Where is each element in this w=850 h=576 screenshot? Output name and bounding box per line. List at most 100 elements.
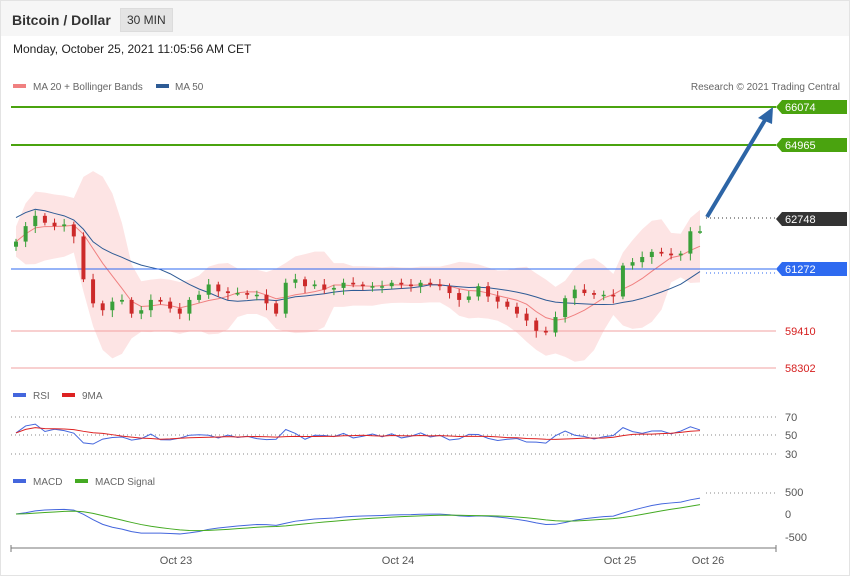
candle-body	[457, 293, 462, 300]
candle-body	[110, 301, 115, 311]
level-label-62748: 62748	[785, 214, 816, 226]
ma50-legend-swatch	[156, 84, 169, 88]
rsi-line	[15, 423, 701, 445]
candle-body	[331, 287, 336, 290]
candle-body	[322, 284, 327, 290]
candle-body	[698, 231, 702, 233]
x-tick-oct26: Oct 26	[692, 555, 724, 567]
candle-body	[534, 320, 539, 331]
candle-body	[52, 222, 57, 227]
candle-body	[119, 299, 124, 302]
candle-body	[283, 282, 288, 314]
x-tick-oct23: Oct 23	[160, 555, 192, 567]
rsi-legend-label: RSI	[33, 391, 50, 402]
ma50-line	[15, 208, 701, 306]
candle-body	[659, 251, 664, 254]
candle-body	[81, 236, 86, 280]
candle-body	[611, 294, 616, 297]
macd-signal-legend-label: MACD Signal	[95, 477, 155, 488]
candles-group	[14, 210, 702, 338]
candle-body	[447, 286, 452, 294]
macd-legend-swatch	[13, 479, 26, 483]
ma20-legend-label: MA 20 + Bollinger Bands	[33, 82, 143, 93]
chart-header: Bitcoin / Dollar 30 MIN	[1, 1, 849, 36]
candle-body	[553, 317, 558, 333]
candle-body	[563, 298, 568, 318]
candle-body	[139, 310, 144, 314]
candle-body	[428, 282, 433, 285]
candle-body	[100, 303, 105, 311]
candle-body	[678, 253, 683, 256]
candle-body	[669, 253, 674, 256]
rsi-legend-swatch	[13, 393, 26, 397]
rsi-ma-legend-label: 9MA	[82, 391, 103, 402]
candle-body	[62, 224, 67, 227]
level-tag-64965: 64965	[776, 138, 847, 152]
level-label-59410: 59410	[785, 326, 816, 338]
bollinger-band	[16, 171, 700, 362]
candle-body	[216, 284, 221, 292]
candle-body	[168, 301, 173, 309]
candle-body	[91, 279, 96, 304]
candle-body	[437, 284, 442, 287]
candle-body	[42, 215, 47, 223]
chart-datetime: Monday, October 25, 2021 11:05:56 AM CET	[13, 42, 252, 56]
candle-body	[360, 284, 365, 287]
candle-body	[476, 286, 481, 297]
candle-body	[351, 282, 356, 285]
ma50-legend-label: MA 50	[175, 82, 204, 93]
macd-line	[15, 497, 701, 535]
macd-signal-line	[15, 504, 701, 532]
candle-body	[495, 296, 500, 302]
x-tick-oct25: Oct 25	[604, 555, 636, 567]
candle-body	[303, 279, 308, 287]
candle-body	[71, 224, 76, 237]
candle-body	[14, 241, 18, 247]
candle-body	[245, 293, 250, 295]
candle-body	[543, 330, 548, 333]
candle-body	[225, 291, 230, 294]
level-tag-61272: 61272	[776, 262, 847, 276]
level-tag-66074: 66074	[776, 100, 847, 114]
rsi-tick-70: 70	[785, 412, 797, 424]
candle-body	[688, 231, 693, 254]
macd-signal-legend-swatch	[75, 479, 88, 483]
candle-body	[274, 303, 279, 314]
candle-body	[264, 294, 269, 304]
candle-body	[312, 284, 317, 287]
candle-body	[177, 308, 182, 314]
candle-body	[408, 284, 413, 287]
candle-body	[293, 279, 298, 283]
macd-legend-label: MACD	[33, 477, 62, 488]
candle-body	[572, 289, 577, 299]
candle-body	[235, 293, 240, 295]
rsi-tick-30: 30	[785, 449, 797, 461]
chart-title: Bitcoin / Dollar	[12, 12, 111, 28]
candle-body	[129, 299, 134, 314]
candle-body	[33, 215, 38, 227]
ma20-line	[15, 224, 701, 321]
candle-body	[380, 286, 385, 288]
candle-body	[148, 299, 153, 311]
timeframe-button[interactable]: 30 MIN	[120, 8, 173, 32]
forecast-arrow-head	[758, 107, 773, 124]
candle-body	[592, 293, 597, 295]
level-label-58302: 58302	[785, 363, 816, 375]
candle-body	[370, 286, 375, 288]
candle-body	[620, 265, 625, 297]
ma20-legend-swatch	[13, 84, 26, 88]
candle-body	[640, 257, 645, 263]
level-label-66074: 66074	[785, 102, 816, 114]
level-tag-62748: 62748	[776, 212, 847, 226]
macd-tick-500: 500	[785, 487, 803, 499]
rsi-ma-line	[15, 427, 701, 440]
candle-body	[389, 282, 394, 287]
macd-tick-minus500: -500	[785, 532, 807, 544]
candle-body	[187, 299, 192, 314]
candle-body	[158, 299, 163, 302]
candle-body	[630, 262, 635, 266]
candle-body	[582, 289, 587, 294]
candle-body	[514, 306, 519, 314]
x-tick-oct24: Oct 24	[382, 555, 414, 567]
